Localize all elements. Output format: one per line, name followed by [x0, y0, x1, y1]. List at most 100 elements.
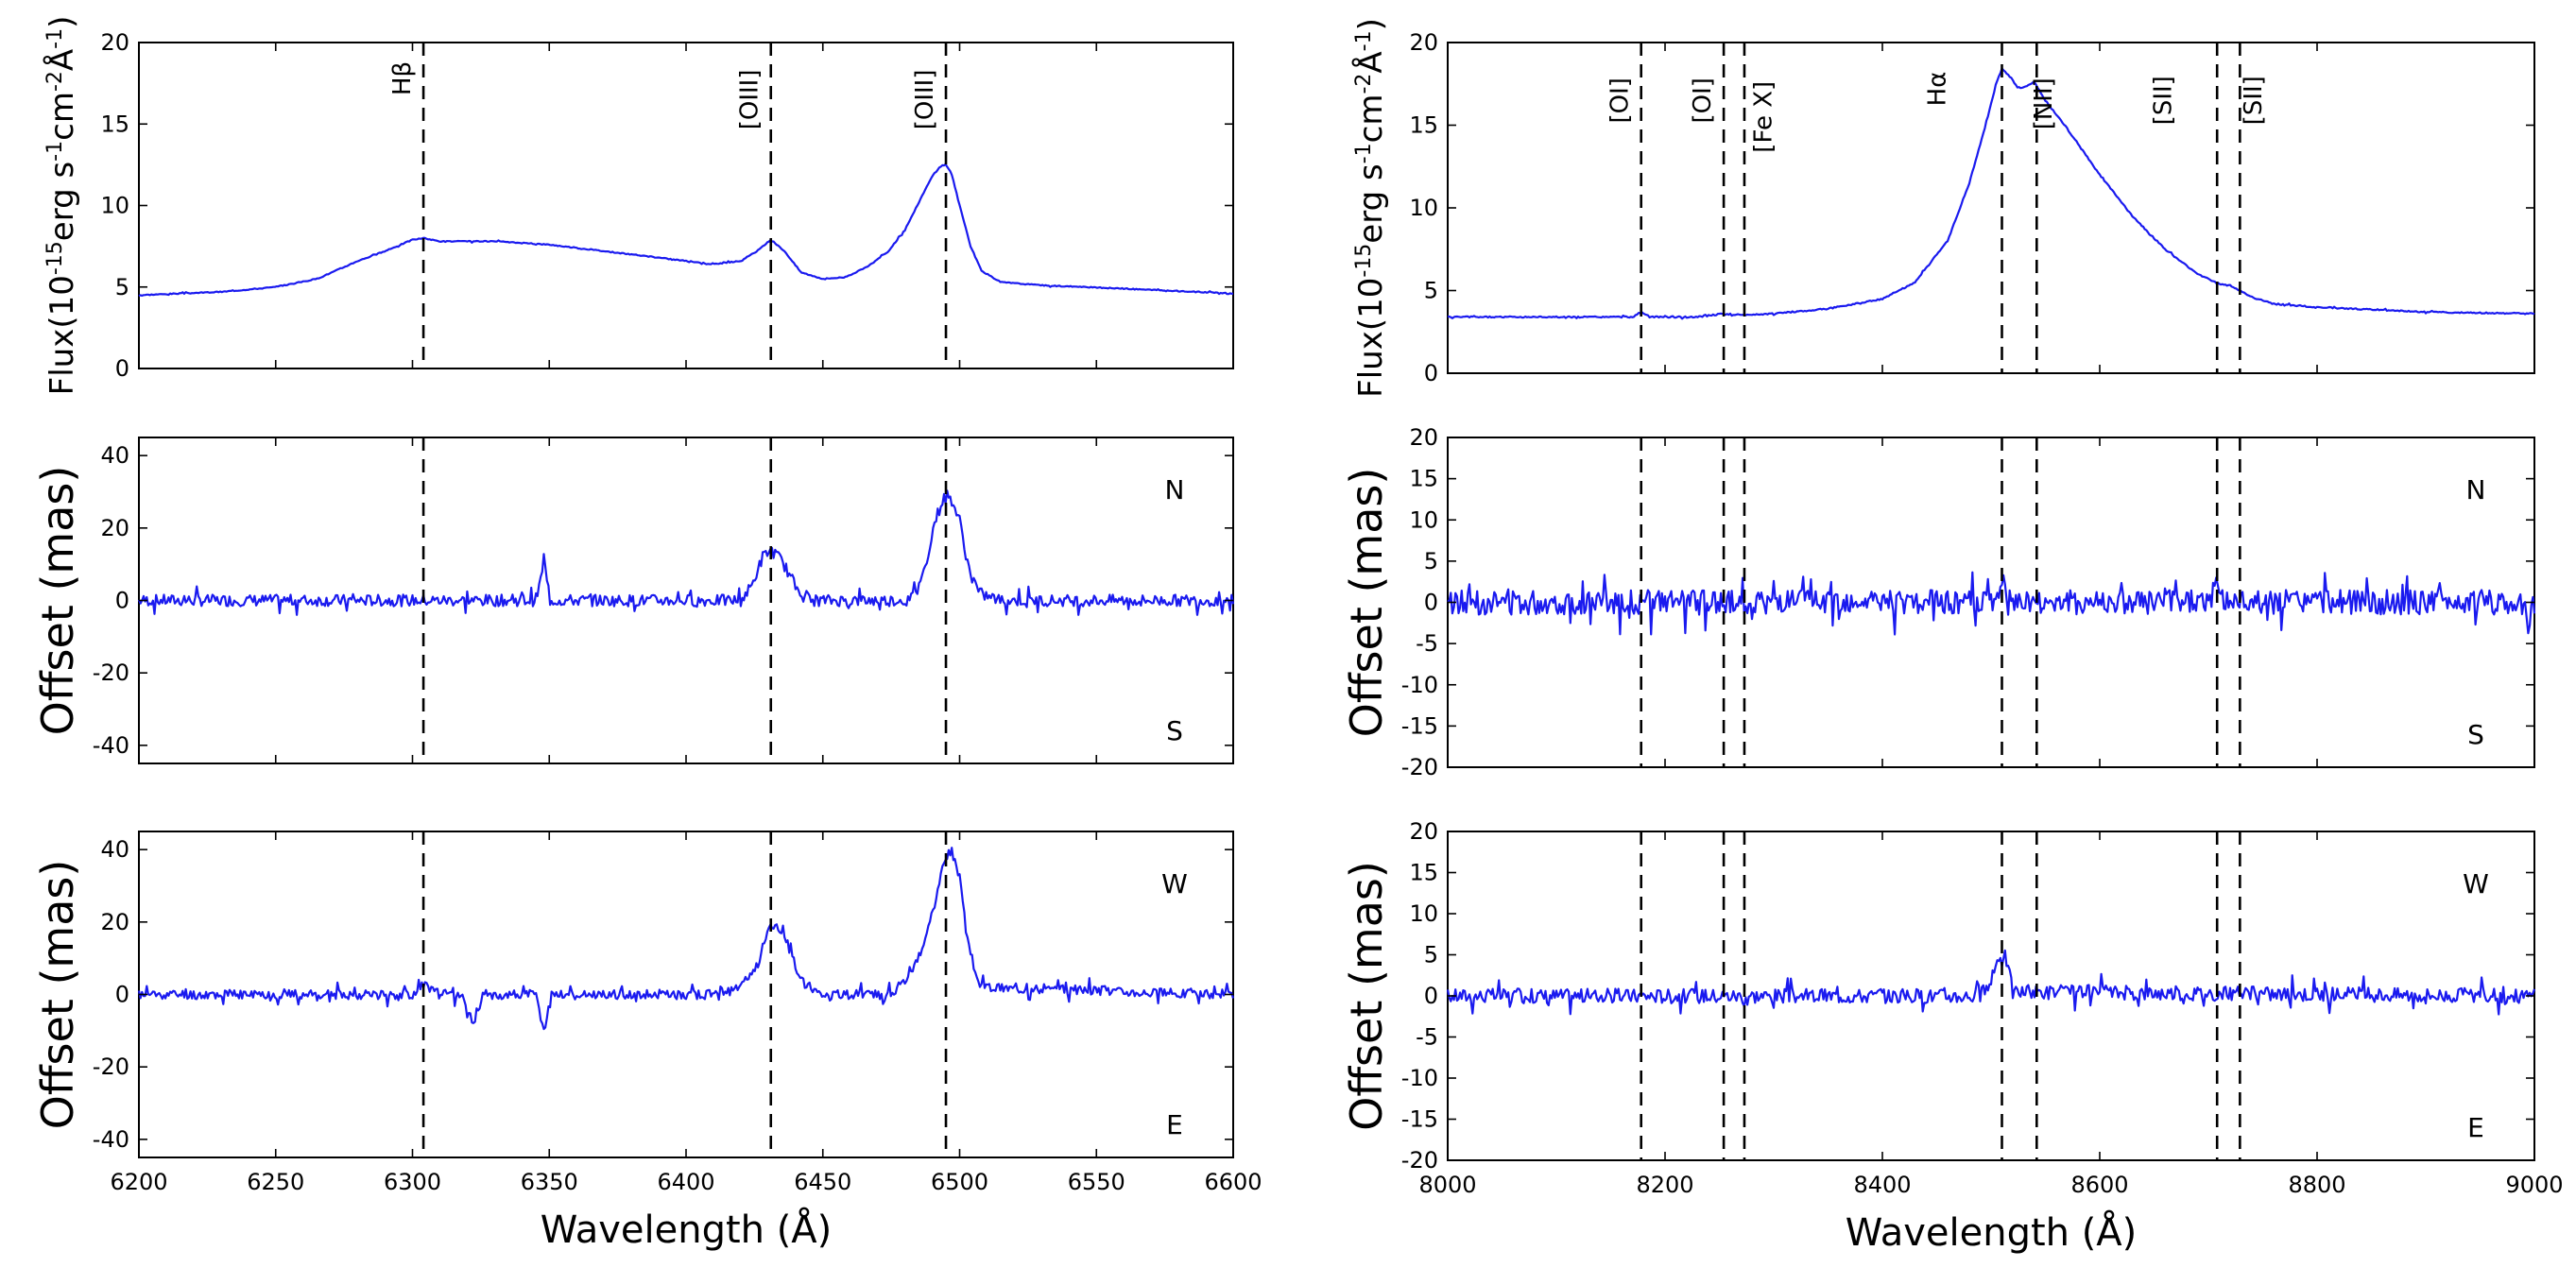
y-axis-label-part: -15: [1352, 244, 1376, 278]
x-tick-label: 6350: [521, 1169, 578, 1195]
y-axis-label-part: -1: [1352, 143, 1376, 163]
y-tick-label: -5: [1416, 630, 1438, 657]
series-flux: [138, 163, 1234, 298]
y-tick-label: -20: [93, 1054, 129, 1080]
series-offset-we: [137, 847, 1235, 1031]
x-tick-label: 6250: [247, 1169, 304, 1195]
y-axis-label: Flux(10-15erg s-1cm-2Å-1): [1351, 18, 1390, 398]
y-tick-label: 10: [1409, 195, 1438, 221]
y-axis-label-part: erg s: [43, 162, 81, 241]
y-tick-label: 10: [1409, 900, 1438, 927]
emission-line-label: [NII]: [2030, 77, 2058, 129]
y-tick-label: 0: [115, 588, 129, 614]
emission-line-label: [OI]: [1689, 77, 1717, 123]
y-axis-label-part: ): [43, 16, 81, 28]
y-tick-label: -40: [93, 732, 129, 759]
y-axis-label-part: -1: [1352, 30, 1376, 51]
y-tick-label: 20: [100, 29, 129, 56]
y-axis-label-part: -2: [43, 71, 67, 92]
direction-label: W: [2463, 868, 2489, 900]
y-tick-label: 5: [1424, 942, 1438, 968]
y-axis-label-part: cm: [1352, 94, 1390, 144]
y-tick-label: 20: [100, 515, 129, 541]
direction-label: E: [2467, 1112, 2484, 1143]
emission-line-label: Hα: [1924, 72, 1952, 107]
x-tick-label: 8600: [2070, 1172, 2128, 1198]
x-tick-label: 6300: [384, 1169, 441, 1195]
y-tick-label: -20: [93, 660, 129, 686]
y-tick-label: 20: [100, 909, 129, 935]
y-tick-label: 15: [1409, 466, 1438, 492]
y-tick-label: 10: [100, 193, 129, 219]
y-axis-label-part: -1: [43, 28, 67, 49]
y-tick-label: 20: [1409, 29, 1438, 56]
emission-line-label: [SII]: [2150, 76, 2178, 125]
series-offset-ns: [1447, 571, 2536, 636]
y-axis-label-part: ): [1352, 18, 1390, 30]
y-axis-label-part: Å: [1351, 51, 1390, 73]
y-axis-label-part: cm: [43, 92, 81, 141]
x-tick-label: 8400: [1853, 1172, 1911, 1198]
y-tick-label: -20: [1401, 754, 1438, 780]
x-tick-label: 8200: [1636, 1172, 1693, 1198]
y-axis-label: Offset (mas): [32, 860, 83, 1130]
y-tick-label: 0: [115, 355, 129, 382]
y-tick-label: 40: [100, 836, 129, 863]
series-offset-we: [1446, 949, 2536, 1016]
x-tick-label: 6450: [794, 1169, 851, 1195]
direction-label: S: [2467, 719, 2484, 750]
series-flux: [1447, 67, 2535, 320]
y-axis-label-part: Å: [43, 49, 81, 71]
y-tick-label: 40: [100, 442, 129, 469]
y-tick-label: -40: [93, 1126, 129, 1153]
direction-label: E: [1166, 1109, 1183, 1140]
direction-label: N: [1165, 474, 1185, 505]
x-tick-label: 6600: [1204, 1169, 1262, 1195]
y-tick-label: 0: [1424, 360, 1438, 386]
direction-label: S: [1166, 715, 1183, 746]
y-tick-label: 15: [1409, 112, 1438, 139]
y-tick-label: -10: [1401, 1065, 1438, 1091]
y-tick-label: 20: [1409, 818, 1438, 845]
emission-line-label: [SII]: [2240, 76, 2268, 125]
direction-label: N: [2466, 474, 2486, 505]
panel-left-mid: -40 -20 0 20 40 Offset (mas) N S: [32, 437, 1235, 764]
y-tick-label: 20: [1409, 424, 1438, 451]
y-tick-label: -10: [1401, 672, 1438, 698]
emission-line-label: [OI]: [1606, 77, 1635, 123]
x-tick-label: 8800: [2288, 1172, 2345, 1198]
x-tick-label: 9000: [2505, 1172, 2563, 1198]
x-axis-label: Wavelength (Å): [541, 1207, 833, 1252]
y-tick-label: 10: [1409, 506, 1438, 533]
y-tick-label: 0: [1424, 590, 1438, 616]
y-tick-label: 5: [1424, 278, 1438, 304]
y-tick-label: 5: [1424, 548, 1438, 574]
y-tick-label: -15: [1401, 1106, 1438, 1133]
y-axis-label-part: erg s: [1352, 163, 1390, 243]
y-tick-label: 15: [1409, 860, 1438, 886]
y-tick-label: -20: [1401, 1147, 1438, 1174]
y-tick-label: -15: [1401, 712, 1438, 739]
y-tick-label: -5: [1416, 1024, 1438, 1051]
axes-frame: [138, 42, 1234, 369]
panel-left-bottom: 6200 6250 6300 6350 6400 6450 6500 6550 6600 -40 -…: [32, 831, 1262, 1252]
y-axis-label-part: -1: [43, 141, 67, 162]
y-axis-label-part: -15: [43, 241, 67, 275]
y-tick-label: 0: [1424, 983, 1438, 1009]
x-tick-label: 6550: [1068, 1169, 1125, 1195]
panel-right-mid: -20 -15 -10 -5 0 5 10 15 20 Offset (mas) N S: [1341, 424, 2536, 780]
emission-line-label: [OIII]: [736, 69, 764, 129]
series-offset-ns: [137, 489, 1235, 616]
direction-label: W: [1161, 868, 1188, 900]
y-tick-label: 15: [100, 111, 129, 137]
y-axis-label-part: Flux(10: [1352, 278, 1390, 398]
emission-line-label: [Fe X]: [1750, 81, 1778, 153]
y-axis-label: Offset (mas): [32, 466, 83, 736]
x-tick-label: 6500: [931, 1169, 988, 1195]
x-axis-label: Wavelength (Å): [1846, 1209, 2138, 1255]
y-axis-label-part: -2: [1352, 74, 1376, 94]
y-axis-label: Offset (mas): [1341, 468, 1392, 738]
